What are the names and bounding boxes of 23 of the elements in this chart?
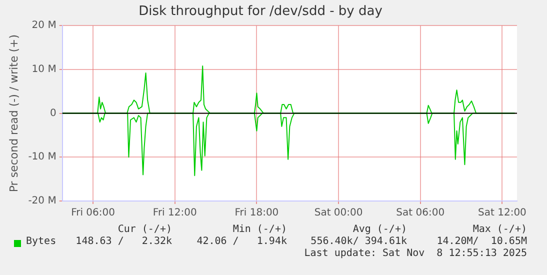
x-tick-label: Sat 12:00 [478, 208, 526, 219]
y-axis-title: Pr second read (-) / write (+) [7, 34, 20, 192]
text: 556.40k/ 394.61k [310, 236, 407, 248]
text: 42.06 / 1.94k [196, 236, 287, 248]
legend-label: Bytes [26, 236, 56, 248]
text: Min (-/+) [232, 224, 287, 236]
text: 14.20M/ 10.65M [436, 236, 527, 248]
y-tick-label: 10 M [32, 64, 56, 76]
y-tick-label: 0 [50, 108, 56, 119]
chart-title: Disk throughput for /dev/sdd - by day [138, 4, 383, 20]
x-tick-label: Fri 06:00 [71, 208, 115, 219]
x-tick-label: Sat 00:00 [314, 208, 363, 219]
text: Avg (-/+) [352, 224, 407, 236]
x-tick-label: Fri 12:00 [152, 208, 197, 219]
x-tick-label: Sat 06:00 [396, 208, 445, 219]
text: 148.63 / 2.32k [76, 236, 172, 248]
text: Max (-/+) [472, 224, 527, 236]
y-tick-label: 20 M [32, 20, 56, 32]
text: Cur (-/+) [118, 224, 172, 236]
x-tick-label: Fri 18:00 [234, 208, 279, 219]
y-tick-label: -20 M [28, 196, 56, 207]
y-tick-label: -10 M [28, 152, 56, 163]
text: Last update: Sat Nov 8 12:55:13 2025 [304, 248, 527, 260]
